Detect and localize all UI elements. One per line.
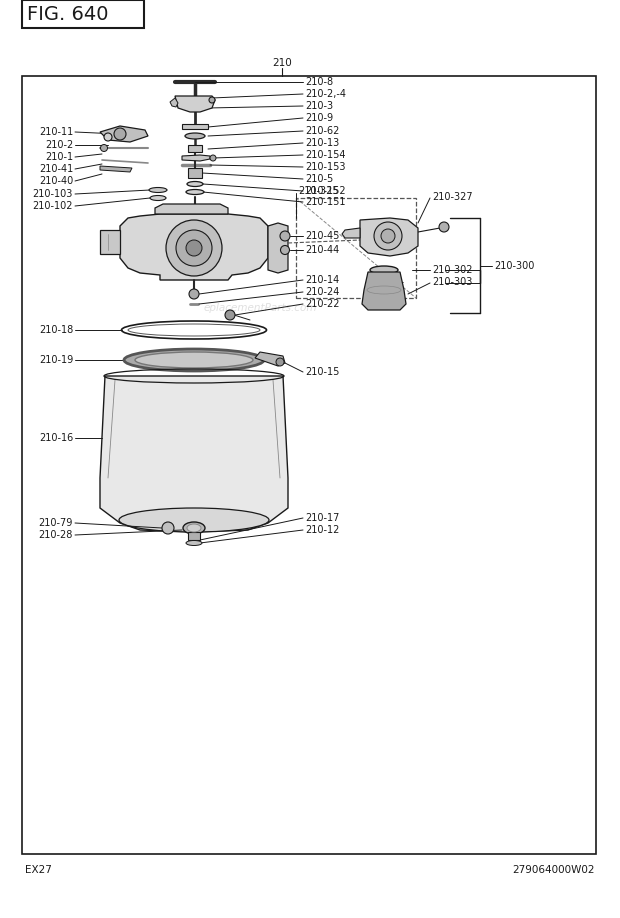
Ellipse shape xyxy=(187,524,201,532)
Polygon shape xyxy=(100,166,132,172)
Circle shape xyxy=(166,220,222,276)
Circle shape xyxy=(162,522,174,534)
Ellipse shape xyxy=(370,266,398,274)
Text: 210-11: 210-11 xyxy=(38,127,73,137)
Bar xyxy=(188,168,202,178)
Text: FIG. 640: FIG. 640 xyxy=(27,5,108,24)
Text: 210-302: 210-302 xyxy=(432,265,472,275)
Text: 210-5: 210-5 xyxy=(305,174,334,184)
Circle shape xyxy=(280,245,290,254)
Circle shape xyxy=(210,155,216,161)
Text: 210-24: 210-24 xyxy=(305,287,339,297)
Text: 210-79: 210-79 xyxy=(38,518,73,528)
Ellipse shape xyxy=(186,541,202,545)
Text: 210-9: 210-9 xyxy=(305,113,333,123)
Text: 210-1: 210-1 xyxy=(45,152,73,162)
Text: 210-40: 210-40 xyxy=(38,176,73,186)
Text: 210-300: 210-300 xyxy=(494,261,534,271)
Text: 210-102: 210-102 xyxy=(32,201,73,211)
Bar xyxy=(188,145,202,152)
Circle shape xyxy=(209,97,215,103)
Text: 210-12: 210-12 xyxy=(305,525,339,535)
Circle shape xyxy=(276,358,284,366)
Polygon shape xyxy=(362,272,406,310)
Polygon shape xyxy=(182,155,210,161)
Text: 210-151: 210-151 xyxy=(305,197,345,207)
Text: 210-2: 210-2 xyxy=(45,140,73,150)
Polygon shape xyxy=(100,126,148,142)
Circle shape xyxy=(381,229,395,243)
Circle shape xyxy=(104,133,112,141)
Text: 210-44: 210-44 xyxy=(305,245,339,255)
Text: 210-3: 210-3 xyxy=(305,101,333,111)
Text: 210-16: 210-16 xyxy=(38,433,73,443)
Ellipse shape xyxy=(124,349,264,371)
Text: 210-8: 210-8 xyxy=(305,77,333,87)
Text: 210-152: 210-152 xyxy=(305,186,345,196)
Polygon shape xyxy=(100,376,288,532)
Polygon shape xyxy=(170,98,178,107)
Polygon shape xyxy=(255,352,285,366)
Bar xyxy=(182,124,208,129)
Circle shape xyxy=(186,240,202,256)
Polygon shape xyxy=(268,223,288,273)
Bar xyxy=(188,532,200,540)
Text: 210-45: 210-45 xyxy=(305,231,339,241)
Ellipse shape xyxy=(135,352,253,368)
Circle shape xyxy=(114,128,126,140)
Circle shape xyxy=(439,222,449,232)
Polygon shape xyxy=(342,228,360,238)
Circle shape xyxy=(176,230,212,266)
Circle shape xyxy=(280,231,290,241)
Text: 210-28: 210-28 xyxy=(38,530,73,540)
Text: eplacementParts.com: eplacementParts.com xyxy=(203,303,317,313)
Text: 279064000W02: 279064000W02 xyxy=(513,865,595,875)
Text: 210-153: 210-153 xyxy=(305,162,345,172)
Text: 210-13: 210-13 xyxy=(305,138,339,148)
Bar xyxy=(22,76,596,854)
Circle shape xyxy=(374,222,402,250)
Text: 210-103: 210-103 xyxy=(33,189,73,199)
Text: 210-19: 210-19 xyxy=(38,355,73,365)
Text: EX27: EX27 xyxy=(25,865,52,875)
Text: 210-325: 210-325 xyxy=(298,186,339,196)
Text: 210-2,-4: 210-2,-4 xyxy=(305,89,346,99)
Text: 210-62: 210-62 xyxy=(305,126,339,136)
Ellipse shape xyxy=(185,133,205,139)
Text: 210-18: 210-18 xyxy=(38,325,73,335)
Text: 210-17: 210-17 xyxy=(305,513,339,523)
Circle shape xyxy=(100,144,107,151)
Polygon shape xyxy=(360,218,418,256)
Text: 210-41: 210-41 xyxy=(38,164,73,174)
Ellipse shape xyxy=(186,189,204,195)
Ellipse shape xyxy=(183,522,205,534)
Text: 210-327: 210-327 xyxy=(432,192,472,202)
Text: 210-14: 210-14 xyxy=(305,275,339,285)
Bar xyxy=(296,198,416,298)
Text: 210-15: 210-15 xyxy=(305,367,339,377)
Polygon shape xyxy=(120,214,268,280)
Text: 210-154: 210-154 xyxy=(305,150,345,160)
Ellipse shape xyxy=(119,508,269,532)
Ellipse shape xyxy=(149,187,167,193)
Text: 210: 210 xyxy=(272,58,292,68)
Circle shape xyxy=(189,289,199,299)
Ellipse shape xyxy=(187,182,203,186)
Polygon shape xyxy=(100,230,120,254)
Ellipse shape xyxy=(150,196,166,200)
Circle shape xyxy=(225,310,235,320)
Polygon shape xyxy=(155,204,228,214)
Text: 210-303: 210-303 xyxy=(432,277,472,287)
Bar xyxy=(22,0,144,28)
Polygon shape xyxy=(175,96,215,112)
Text: 210-22: 210-22 xyxy=(305,299,340,309)
